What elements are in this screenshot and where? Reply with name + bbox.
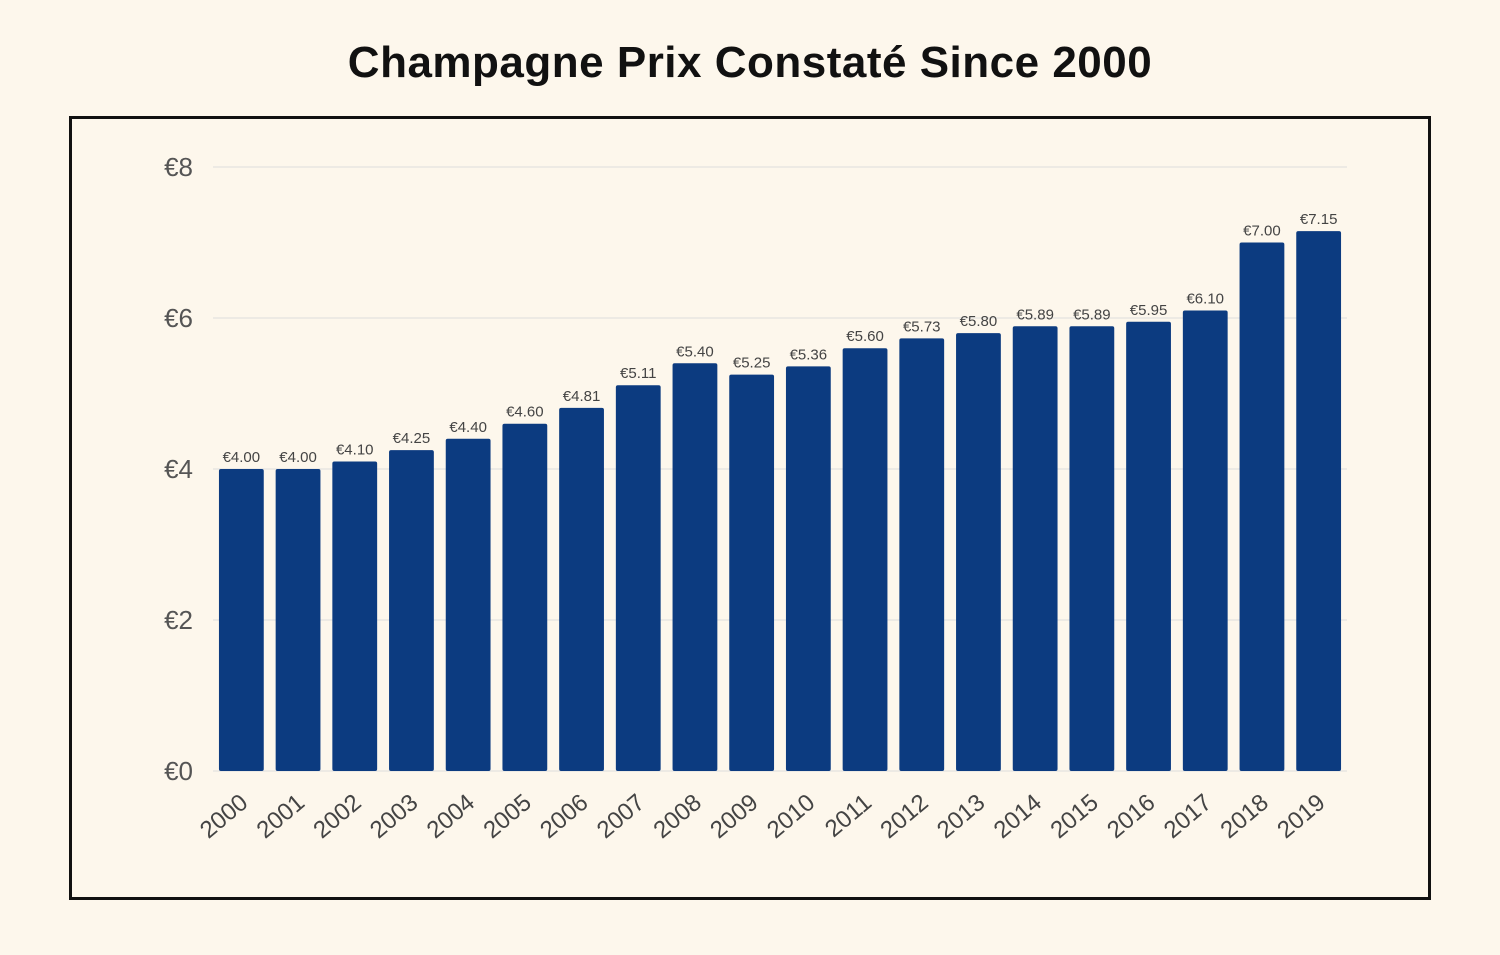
data-label: €7.15: [1300, 211, 1338, 228]
x-tick-label: 2002: [308, 789, 366, 844]
x-tick-label: 2014: [989, 789, 1047, 844]
bar: [1182, 310, 1228, 771]
x-tick-label: 2019: [1272, 789, 1330, 844]
x-tick-label: 2009: [705, 789, 763, 844]
bar: [502, 423, 548, 771]
chart-title: Champagne Prix Constaté Since 2000: [347, 38, 1153, 87]
x-tick-label: 2010: [762, 789, 820, 844]
chart-frame: €0 €2 €4 €6 €8 €4.00 2000 €4.00 2001 €4.10 2002 €4.…: [69, 116, 1431, 900]
data-label: €5.60: [846, 328, 884, 345]
x-tick-label: 2000: [195, 789, 253, 844]
data-label: €4.60: [506, 404, 544, 421]
x-tick-label: 2017: [1159, 789, 1217, 844]
x-tick-label: 2018: [1216, 789, 1274, 844]
data-label: €5.73: [903, 318, 941, 335]
x-tick-label: 2005: [478, 789, 536, 844]
y-tick-label: €2: [164, 605, 193, 635]
x-tick-label: 2008: [649, 789, 707, 844]
x-tick-label: 2003: [365, 789, 423, 844]
x-tick-label: 2013: [932, 789, 990, 844]
x-tick-label: 2015: [1045, 789, 1103, 844]
data-label: €5.40: [676, 343, 714, 360]
y-tick-label: €8: [164, 152, 193, 182]
data-label: €5.25: [733, 355, 771, 372]
data-label: €5.80: [960, 313, 998, 330]
data-label: €5.95: [1130, 302, 1168, 319]
data-label: €4.25: [393, 430, 431, 447]
bar: [389, 450, 434, 771]
data-label: €4.00: [279, 449, 317, 466]
bar: [785, 366, 831, 771]
data-label: €5.11: [620, 365, 656, 382]
data-label: €5.89: [1016, 306, 1054, 323]
bar: [956, 333, 1001, 771]
bar: [445, 438, 491, 771]
bar: [1296, 231, 1342, 772]
data-label: €5.89: [1073, 306, 1111, 323]
bar: [672, 363, 718, 771]
bar: [218, 469, 264, 771]
data-label: €4.00: [223, 449, 261, 466]
x-tick-label: 2006: [535, 789, 593, 844]
data-label: €4.40: [449, 419, 487, 436]
bar: [1012, 326, 1058, 771]
data-label: €5.36: [790, 346, 828, 363]
bar: [275, 469, 321, 771]
x-tick-label: 2004: [422, 789, 480, 844]
bar: [1126, 321, 1171, 771]
data-label: €6.10: [1186, 290, 1224, 307]
y-tick-label: €0: [164, 756, 193, 786]
x-tick-label: 2012: [875, 789, 933, 844]
bar: [559, 407, 604, 771]
x-tick-label: 2016: [1102, 789, 1160, 844]
data-label: €4.10: [336, 441, 374, 458]
bar: [899, 338, 945, 771]
bar: [1069, 326, 1115, 771]
bar: [729, 374, 775, 771]
data-label: €4.81: [563, 388, 601, 405]
x-tick-label: 2001: [252, 789, 310, 844]
bar: [615, 385, 661, 771]
x-tick-label: 2011: [820, 789, 877, 843]
y-tick-label: €6: [164, 303, 193, 333]
bar: [842, 348, 888, 771]
bar-chart: €0 €2 €4 €6 €8 €4.00 2000 €4.00 2001 €4.10 2002 €4.…: [164, 152, 1347, 844]
bar: [332, 461, 378, 771]
x-tick-label: 2007: [592, 789, 650, 844]
data-label: €7.00: [1243, 223, 1281, 240]
y-tick-label: €4: [164, 454, 193, 484]
bar: [1239, 242, 1285, 771]
